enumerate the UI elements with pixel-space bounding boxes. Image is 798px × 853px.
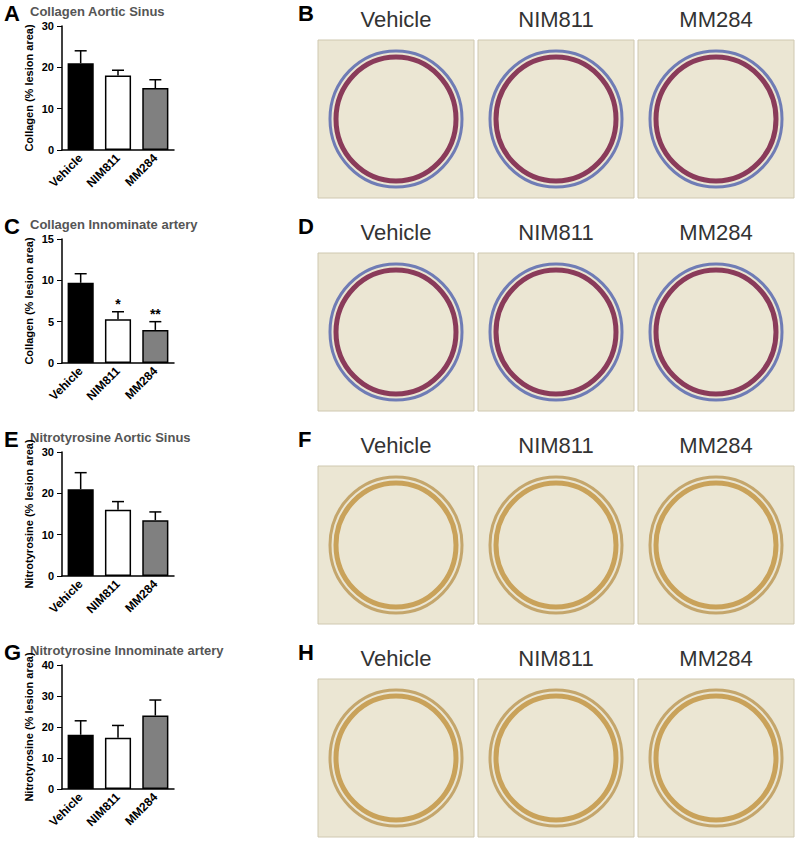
svg-text:F: F — [298, 427, 311, 452]
svg-text:Vehicle: Vehicle — [361, 433, 432, 458]
svg-text:30: 30 — [42, 690, 54, 702]
svg-text:40: 40 — [42, 659, 54, 671]
svg-text:Vehicle: Vehicle — [47, 790, 86, 829]
svg-text:A: A — [4, 1, 20, 26]
svg-text:C: C — [4, 214, 20, 239]
svg-text:Collagen (% lesion area): Collagen (% lesion area) — [23, 237, 35, 364]
svg-text:Collagen Aortic Sinus: Collagen Aortic Sinus — [30, 4, 165, 19]
svg-text:NIM811: NIM811 — [84, 577, 123, 616]
svg-text:30: 30 — [42, 20, 54, 32]
svg-text:Nitrotyrosine (% lesion area): Nitrotyrosine (% lesion area) — [23, 652, 35, 801]
svg-text:30: 30 — [42, 446, 54, 458]
svg-text:Nitrotyrosine Innominate arter: Nitrotyrosine Innominate artery — [30, 643, 224, 658]
svg-text:NIM811: NIM811 — [518, 646, 593, 671]
svg-text:MM284: MM284 — [679, 7, 752, 32]
svg-text:15: 15 — [42, 233, 54, 245]
svg-text:Vehicle: Vehicle — [361, 646, 432, 671]
svg-text:Nitrotyrosine (% lesion area): Nitrotyrosine (% lesion area) — [23, 439, 35, 588]
svg-text:MM284: MM284 — [122, 577, 160, 615]
svg-text:10: 10 — [42, 103, 54, 115]
svg-text:MM284: MM284 — [679, 220, 752, 245]
svg-text:MM284: MM284 — [679, 646, 752, 671]
svg-text:NIM811: NIM811 — [84, 364, 123, 403]
svg-text:Vehicle: Vehicle — [361, 220, 432, 245]
svg-text:G: G — [4, 640, 21, 665]
svg-text:NIM811: NIM811 — [518, 433, 593, 458]
svg-text:0: 0 — [48, 783, 54, 795]
svg-text:20: 20 — [42, 487, 54, 499]
svg-text:10: 10 — [42, 274, 54, 286]
svg-text:10: 10 — [42, 529, 54, 541]
svg-text:*: * — [115, 296, 121, 312]
svg-text:0: 0 — [48, 570, 54, 582]
svg-text:20: 20 — [42, 721, 54, 733]
svg-text:10: 10 — [42, 752, 54, 764]
svg-text:Collagen (% lesion area): Collagen (% lesion area) — [23, 24, 35, 151]
svg-text:Vehicle: Vehicle — [47, 577, 86, 616]
svg-text:H: H — [298, 640, 314, 665]
svg-text:MM284: MM284 — [122, 151, 160, 189]
svg-text:Vehicle: Vehicle — [47, 364, 86, 403]
svg-text:0: 0 — [48, 144, 54, 156]
svg-text:NIM811: NIM811 — [518, 7, 593, 32]
svg-text:D: D — [298, 214, 314, 239]
svg-text:MM284: MM284 — [122, 790, 160, 828]
svg-text:Collagen Innominate artery: Collagen Innominate artery — [30, 217, 198, 232]
svg-text:NIM811: NIM811 — [518, 220, 593, 245]
svg-text:5: 5 — [48, 316, 54, 328]
svg-text:E: E — [4, 427, 19, 452]
svg-text:MM284: MM284 — [679, 433, 752, 458]
svg-text:NIM811: NIM811 — [84, 790, 123, 829]
svg-text:B: B — [298, 1, 314, 26]
svg-text:0: 0 — [48, 357, 54, 369]
svg-text:Vehicle: Vehicle — [361, 7, 432, 32]
svg-text:Nitrotyrosine Aortic Sinus: Nitrotyrosine Aortic Sinus — [30, 430, 191, 445]
svg-text:NIM811: NIM811 — [84, 151, 123, 190]
svg-text:Vehicle: Vehicle — [47, 151, 86, 190]
svg-text:**: ** — [150, 306, 161, 322]
svg-text:20: 20 — [42, 61, 54, 73]
svg-text:MM284: MM284 — [122, 364, 160, 402]
